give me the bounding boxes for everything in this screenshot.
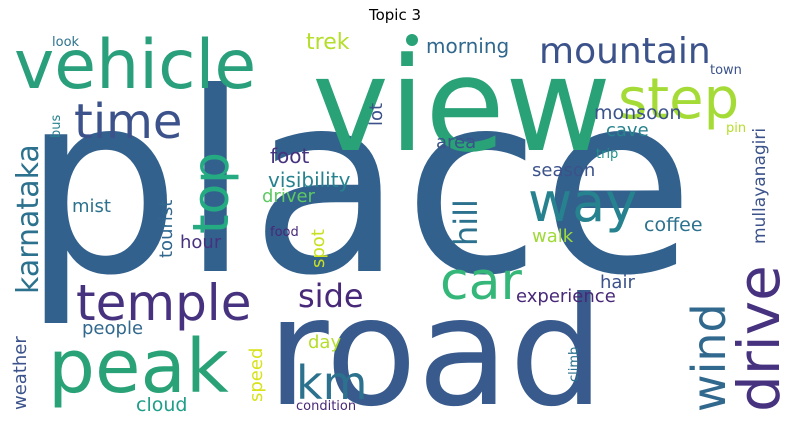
word-day: day <box>308 332 342 353</box>
word-trek: trek <box>306 30 350 55</box>
word-drive: drive <box>725 265 780 412</box>
word-season: season <box>532 160 596 181</box>
word-foot: foot <box>270 144 310 168</box>
word-hill: hill <box>447 199 485 246</box>
word-karnataka: karnataka <box>12 144 46 294</box>
word-cave: cave <box>606 120 649 141</box>
word-mullayanagiri: mullayanagiri <box>750 127 770 244</box>
word-road: road <box>267 266 605 419</box>
word-place: place <box>22 39 695 330</box>
word-climb: climb <box>567 346 582 382</box>
word-mountain: mountain <box>539 31 711 72</box>
word-step: step <box>618 67 740 132</box>
word-peak: peak <box>48 324 229 410</box>
word-cloud: cloud <box>136 394 188 416</box>
word-driver: driver <box>262 186 315 207</box>
word-mist: mist <box>72 196 111 217</box>
word-view: view <box>312 30 612 181</box>
chart-title: Topic 3 <box>368 6 422 24</box>
word-town: town <box>710 63 742 78</box>
word-area: area <box>436 132 477 153</box>
word-morning: morning <box>426 34 510 58</box>
word-way: way <box>528 171 638 234</box>
word-monsoon: monsoon <box>594 102 682 124</box>
word-hour: hour <box>180 232 222 253</box>
word-visibility: visibility <box>268 168 351 192</box>
word-look: look <box>52 35 80 50</box>
word-experience: experience <box>516 286 616 307</box>
word-km: km <box>296 356 368 410</box>
word-people: people <box>82 318 144 339</box>
word-spot: spot <box>308 229 329 268</box>
word-vehicle: vehicle <box>14 30 257 105</box>
word-bus: bus <box>49 114 64 138</box>
word-weather: weather <box>12 336 31 410</box>
word-condition: condition <box>296 399 357 414</box>
word-walk: walk <box>532 226 574 247</box>
word-time: time <box>74 94 183 150</box>
word-trip: trip <box>596 147 619 162</box>
dot-mark <box>406 34 418 46</box>
word-food: food <box>270 225 299 240</box>
word-lot: lot <box>366 102 387 126</box>
word-hair: hair <box>600 272 635 293</box>
word-speed: speed <box>246 347 267 402</box>
word-top: top <box>182 152 240 234</box>
word-car: car <box>440 252 522 312</box>
word-pin: pin <box>726 121 747 136</box>
word-tourist: tourist <box>156 199 177 258</box>
word-temple: temple <box>76 274 252 332</box>
word-wind: wind <box>682 303 736 412</box>
word-side: side <box>298 277 364 315</box>
word-coffee: coffee <box>644 214 703 236</box>
word-cloud: place view road vehicle peak temple time… <box>12 30 780 419</box>
